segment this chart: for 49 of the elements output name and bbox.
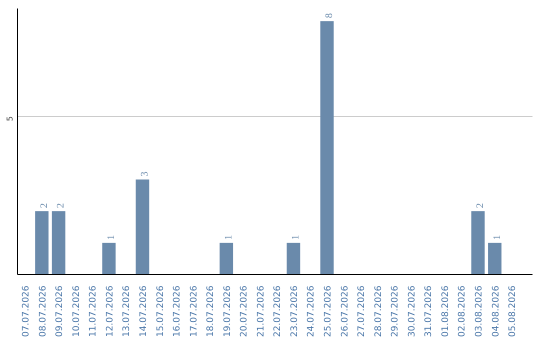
x-tick-label: 01.08.2026 [440, 285, 451, 338]
x-tick-label: 18.07.2026 [206, 285, 216, 338]
x-tick-label: 05.08.2026 [508, 285, 518, 338]
x-tick-label: 28.07.2026 [374, 285, 384, 338]
x-tick-label: 21.07.2026 [256, 285, 266, 338]
x-tick-label: 20.07.2026 [240, 285, 250, 338]
bar [320, 21, 334, 274]
x-tick-label: 16.07.2026 [172, 285, 183, 338]
data-label: 3 [139, 172, 150, 176]
x-tick-label: 09.07.2026 [55, 285, 66, 338]
data-label: 1 [106, 234, 117, 240]
bar [286, 242, 300, 274]
x-tick-label: 04.08.2026 [491, 285, 502, 338]
x-tick-label: 02.08.2026 [458, 285, 468, 338]
bar [102, 242, 116, 274]
data-label: 2 [474, 203, 486, 208]
x-tick-label: 11.07.2026 [88, 285, 99, 338]
x-tick-label: 10.07.2026 [72, 285, 82, 338]
data-label: 2 [38, 203, 50, 208]
x-tick-label: 17.07.2026 [189, 285, 200, 338]
bar [471, 211, 485, 274]
data-label: 1 [223, 234, 234, 240]
x-tick-label: 27.07.2026 [357, 285, 368, 338]
data-label: 2 [56, 203, 67, 208]
x-tick-label: 13.07.2026 [122, 285, 132, 338]
bar [488, 242, 502, 274]
x-tick-label: 23.07.2026 [290, 285, 300, 338]
x-tick-label: 14.07.2026 [138, 285, 149, 338]
x-tick-label: 03.08.2026 [474, 285, 484, 338]
x-tick-label: 22.07.2026 [273, 285, 284, 338]
x-tick-label: 19.07.2026 [222, 285, 233, 338]
x-tick-label: 25.07.2026 [324, 285, 334, 338]
data-label: 1 [492, 234, 503, 240]
x-tick-label: 07.07.2026 [22, 285, 32, 338]
x-tick-label: 31.07.2026 [424, 285, 434, 338]
bar [52, 211, 66, 274]
x-tick-label: 08.07.2026 [38, 285, 48, 338]
bar [220, 242, 234, 274]
data-label: 1 [290, 234, 302, 240]
x-tick-label: 30.07.2026 [407, 285, 418, 338]
x-tick-label: 24.07.2026 [306, 285, 317, 338]
bar [35, 211, 49, 274]
y-tick-label: 5 [6, 116, 14, 122]
x-tick-label: 26.07.2026 [340, 285, 350, 338]
x-tick-label: 15.07.2026 [156, 285, 166, 338]
data-label: 8 [324, 13, 336, 18]
x-tick-label: 29.07.2026 [390, 285, 401, 338]
bar [136, 180, 150, 274]
x-tick-label: 12.07.2026 [105, 285, 116, 338]
